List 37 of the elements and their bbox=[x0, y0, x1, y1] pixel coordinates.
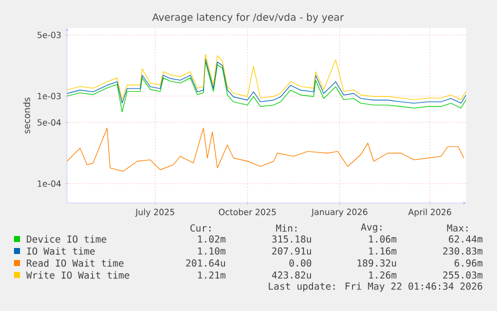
text: 315.18u bbox=[272, 235, 311, 243]
chart-title: Average latency for /dev/vda - by year bbox=[152, 13, 344, 23]
x-tick-label: January 2026 bbox=[311, 208, 368, 217]
x-tick-label: April 2026 bbox=[408, 208, 452, 217]
text: 1.26m bbox=[369, 271, 396, 279]
text: 1.02m bbox=[198, 235, 226, 243]
legend-label: IO Wait time bbox=[27, 247, 95, 255]
y-tick-label: 1e-04 bbox=[38, 180, 61, 187]
x-tick-label: October 2025 bbox=[218, 208, 276, 216]
text: 1.06m bbox=[369, 235, 396, 243]
text: 0.00 bbox=[289, 259, 312, 267]
y-axis-title: seconds bbox=[23, 98, 30, 134]
text: Avg: bbox=[360, 223, 382, 233]
line-series bbox=[67, 128, 464, 172]
legend-label: Device IO time bbox=[26, 235, 106, 243]
text: 1.16m bbox=[369, 247, 396, 255]
text: 1.10m bbox=[198, 247, 226, 255]
legend-label: Write IO Wait time bbox=[26, 271, 130, 279]
text: 207.91u bbox=[272, 247, 311, 255]
text: 201.64u bbox=[186, 259, 225, 267]
text: Cur: bbox=[190, 224, 210, 232]
legend-label: Read IO Wait time bbox=[26, 259, 124, 267]
line-series bbox=[67, 61, 466, 112]
text: Max: bbox=[447, 224, 468, 232]
text: 230.83m bbox=[443, 247, 482, 255]
text: 189.32u bbox=[358, 259, 396, 267]
y-tick-label: 5e-04 bbox=[38, 119, 61, 126]
text: Min: bbox=[276, 224, 296, 232]
text: 423.82u bbox=[272, 271, 311, 279]
text: 6.96m bbox=[454, 259, 482, 267]
text: Last update: Fri May 22 01:46:34 2026 bbox=[268, 282, 482, 292]
y-tick-label: 1e-03 bbox=[38, 92, 61, 100]
text: 255.03m bbox=[443, 271, 482, 279]
y-tick-label: 5e-03 bbox=[38, 32, 61, 38]
text: 1.21m bbox=[198, 271, 226, 279]
x-tick-label: July 2025 bbox=[135, 208, 174, 217]
text: 62.44m bbox=[448, 235, 482, 243]
